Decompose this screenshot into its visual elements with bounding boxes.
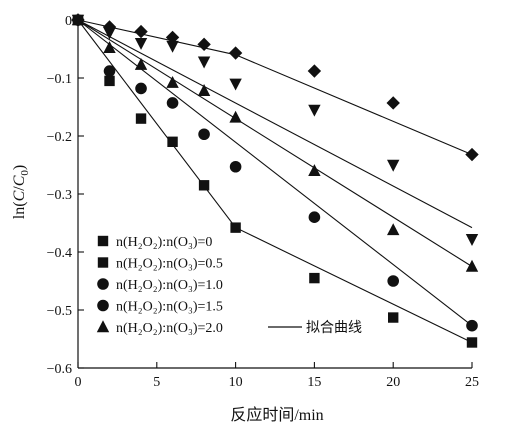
fit-line: [77, 19, 473, 267]
data-point-circle: [166, 97, 179, 109]
x-tick-label: 5: [153, 375, 160, 390]
data-point-triangle-up: [308, 164, 321, 176]
x-tick-label: 0: [75, 375, 82, 390]
data-point-circle: [308, 211, 321, 223]
data-point-square: [466, 337, 478, 348]
legend: n(H₂O₂):n(O₃)=0 n(H₂O₂):n(O₃)=0.5 n(H₂O₂):…: [96, 235, 362, 336]
data-point-triangle-down: [134, 38, 148, 50]
legend-label: n(H₂O₂):n(O₃)=1.5: [116, 300, 223, 315]
data-point-diamond: [307, 64, 322, 78]
data-point-triangle-up: [229, 110, 242, 123]
data-point-circle: [135, 82, 147, 95]
data-point-square: [167, 136, 178, 147]
data-point-square: [309, 272, 320, 284]
legend-label: n(H₂O₂):n(O₃)=0: [116, 235, 212, 250]
data-point-circle: [103, 65, 116, 77]
data-point-triangle-down: [387, 159, 400, 172]
y-tick-label: −0.6: [47, 362, 72, 377]
data-point-triangle-down: [197, 56, 211, 69]
data-point-triangle-down: [308, 104, 321, 117]
data-point-triangle-down: [465, 234, 479, 246]
data-point-square: [198, 180, 210, 191]
data-point-diamond: [228, 46, 243, 60]
y-tick-label: −0.3: [47, 188, 72, 203]
data-point-circle: [229, 160, 242, 173]
data-point-diamond: [71, 13, 85, 27]
data-point-square: [104, 75, 115, 87]
legend-fit-label: 拟合曲线: [306, 320, 362, 336]
data-point-circle: [387, 275, 400, 287]
y-tick-label: 0: [65, 14, 72, 29]
x-tick-label: 25: [465, 375, 479, 390]
data-point-diamond: [465, 147, 479, 162]
data-point-triangle-up: [465, 259, 479, 272]
x-tick-label: 15: [307, 375, 321, 390]
data-point-square: [388, 312, 399, 323]
data-point-square: [135, 113, 147, 124]
y-tick-label: −0.1: [47, 72, 72, 87]
data-point-circle: [466, 319, 478, 332]
data-point-square: [230, 222, 241, 233]
data-point-triangle-up: [387, 223, 400, 236]
legend-label: n(H₂O₂):n(O₃)=0.5: [116, 257, 223, 272]
fit-line: [77, 19, 473, 327]
legend-label: n(H₂O₂):n(O₃)=1.0: [116, 278, 223, 293]
y-tick-label: −0.5: [47, 304, 72, 319]
y-tick-label: −0.4: [47, 246, 72, 261]
data-point-diamond: [165, 30, 180, 45]
y-tick-label: −0.2: [47, 130, 72, 145]
legend-marker: [97, 278, 109, 290]
legend-marker: [97, 299, 109, 312]
data-points: [71, 13, 479, 348]
data-point-circle: [198, 128, 210, 141]
x-axis-label: 反应时间/min: [230, 405, 323, 424]
data-point-triangle-up: [134, 57, 148, 70]
data-point-triangle-up: [197, 84, 211, 96]
axes: 0−0.1−0.2−0.3−0.4−0.5−0.60 5 10 15 20 25: [47, 14, 479, 390]
y-axis-label: ln(C/C0): [11, 165, 31, 219]
data-point-triangle-down: [229, 78, 242, 91]
data-point-triangle-up: [103, 41, 116, 54]
data-point-diamond: [197, 37, 211, 52]
fit-line: [77, 19, 473, 229]
data-point-triangle-up: [166, 75, 179, 88]
legend-label: n(H₂O₂):n(O₃)=2.0: [116, 321, 223, 336]
data-point-diamond: [134, 24, 148, 39]
data-point-triangle-down: [166, 40, 179, 53]
data-point-diamond: [386, 96, 400, 110]
legend-marker: [97, 257, 109, 268]
x-tick-label: 20: [386, 375, 400, 390]
legend-marker: [96, 320, 110, 333]
x-tick-label: 10: [229, 375, 243, 390]
legend-marker: [97, 235, 109, 247]
data-point-diamond: [102, 20, 117, 34]
